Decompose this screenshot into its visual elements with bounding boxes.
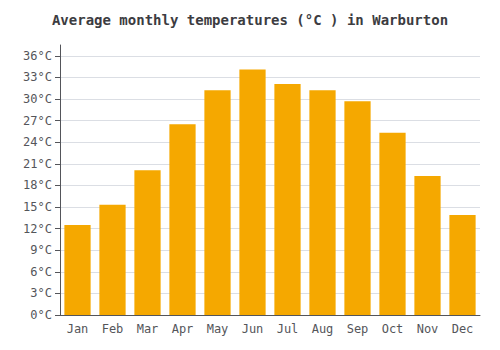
svg-text:Apr: Apr [172, 322, 194, 336]
svg-text:3°C: 3°C [30, 286, 52, 300]
svg-text:18°C: 18°C [23, 178, 52, 192]
svg-text:Jan: Jan [67, 322, 89, 336]
svg-text:36°C: 36°C [23, 49, 52, 63]
svg-text:Oct: Oct [382, 322, 404, 336]
svg-text:6°C: 6°C [30, 265, 52, 279]
svg-text:Aug: Aug [312, 322, 334, 336]
svg-text:Feb: Feb [102, 322, 124, 336]
svg-text:Average monthly temperatures (: Average monthly temperatures (°C ) in Wa… [52, 12, 448, 28]
svg-text:9°C: 9°C [30, 243, 52, 257]
svg-text:Nov: Nov [417, 322, 439, 336]
svg-text:May: May [207, 322, 229, 336]
svg-text:15°C: 15°C [23, 200, 52, 214]
svg-text:Jul: Jul [277, 322, 299, 336]
svg-text:30°C: 30°C [23, 92, 52, 106]
svg-text:0°C: 0°C [30, 308, 52, 322]
svg-text:Mar: Mar [137, 322, 159, 336]
svg-text:27°C: 27°C [23, 114, 52, 128]
svg-text:Dec: Dec [452, 322, 474, 336]
svg-text:Sep: Sep [347, 322, 369, 336]
svg-text:12°C: 12°C [23, 222, 52, 236]
svg-text:21°C: 21°C [23, 157, 52, 171]
svg-text:24°C: 24°C [23, 135, 52, 149]
svg-text:33°C: 33°C [23, 70, 52, 84]
svg-text:Jun: Jun [242, 322, 264, 336]
